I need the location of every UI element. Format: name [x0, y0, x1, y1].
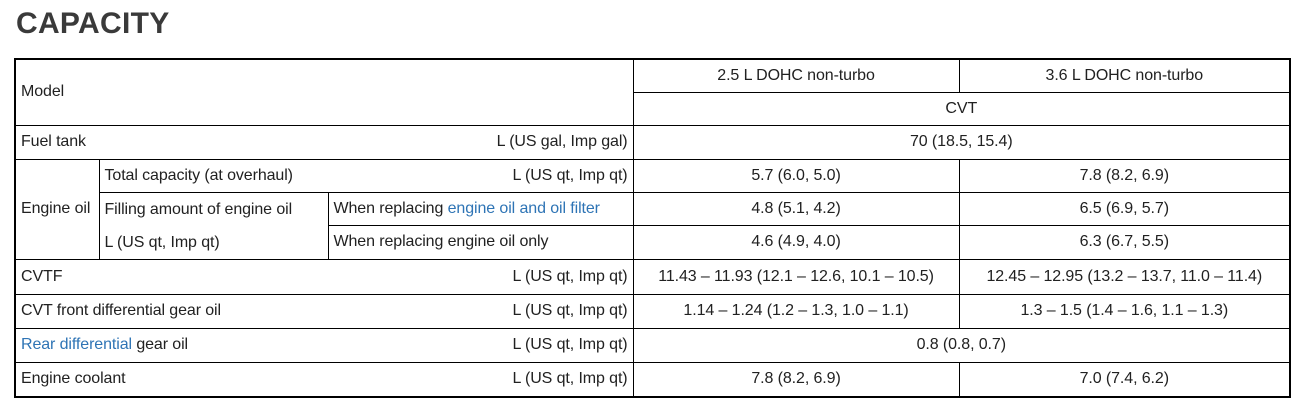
total-capacity-label-cell: L (US qt, Imp qt) Total capacity (at ove…: [98, 158, 634, 193]
fuel-tank-label: Fuel tank: [21, 133, 86, 150]
cvt-front-diff-value-36-cell: 1.3 – 1.5 (1.4 – 1.6, 1.1 – 1.3): [958, 293, 1291, 329]
engine-coolant-row: L (US qt, Imp qt) Engine coolant 7.8 (8.…: [14, 361, 1291, 398]
replace-oil-only-value-36-cell: 6.3 (6.7, 5.5): [958, 225, 1291, 260]
replace-oil-only-label-cell: When replacing engine oil only: [327, 225, 634, 260]
cvt-front-diff-unit: L (US qt, Imp qt): [512, 302, 628, 319]
header-row-engines: Model 2.5 L DOHC non-turbo 3.6 L DOHC no…: [14, 58, 1291, 126]
capacity-table: Model 2.5 L DOHC non-turbo 3.6 L DOHC no…: [14, 58, 1292, 398]
cvtf-value-36-cell: 12.45 – 12.95 (13.2 – 13.7, 11.0 – 11.4): [958, 258, 1291, 295]
total-capacity-unit: L (US qt, Imp qt): [512, 166, 628, 184]
replace-filter-prefix: When replacing: [333, 199, 448, 217]
fuel-tank-value-cell: 70 (18.5, 15.4): [632, 124, 1291, 160]
cvtf-label-cell: L (US qt, Imp qt) CVTF: [14, 258, 634, 295]
replace-oil-only-row: When replacing engine oil only 4.6 (4.9,…: [15, 225, 1291, 260]
engine-coolant-label-cell: L (US qt, Imp qt) Engine coolant: [14, 361, 634, 398]
engine-coolant-label: Engine coolant: [21, 370, 126, 388]
engine-oil-group-cell: Engine oil: [14, 158, 100, 260]
engine-36-header-cell: 3.6 L DOHC non-turbo: [958, 58, 1291, 93]
transmission-header-cell: CVT: [632, 91, 1291, 126]
filling-amount-label-cell: Filling amount of engine oil L (US qt, I…: [98, 191, 329, 260]
cvt-front-diff-row: L (US qt, Imp qt) CVT front differential…: [14, 293, 1291, 329]
engine-oil-total-capacity-row: Engine oil L (US qt, Imp qt) Total capac…: [14, 158, 1291, 260]
replace-oil-only-value-25-cell: 4.6 (4.9, 4.0): [632, 225, 960, 260]
engine-coolant-value-36-cell: 7.0 (7.4, 6.2): [958, 361, 1291, 398]
engine-coolant-unit: L (US qt, Imp qt): [512, 370, 628, 388]
rear-diff-label-rest: gear oil: [131, 336, 188, 353]
model-header-cell: Model: [14, 58, 634, 126]
rear-diff-value-cell: 0.8 (0.8, 0.7): [632, 327, 1291, 363]
total-capacity-value-36-cell: 7.8 (8.2, 6.9): [958, 158, 1291, 193]
cvtf-value-25-cell: 11.43 – 11.93 (12.1 – 12.6, 10.1 – 10.5): [632, 258, 960, 295]
replace-filter-label-cell: When replacing engine oil and oil filter: [327, 191, 634, 226]
page-title: CAPACITY: [16, 7, 170, 40]
cvt-front-diff-label-cell: L (US qt, Imp qt) CVT front differential…: [14, 293, 634, 329]
rear-differential-link[interactable]: Rear differential: [21, 336, 132, 353]
cvt-front-diff-label: CVT front differential gear oil: [21, 302, 221, 319]
rear-diff-unit: L (US qt, Imp qt): [512, 336, 628, 353]
total-capacity-value-25-cell: 5.7 (6.0, 5.0): [632, 158, 960, 193]
engine-25-header-cell: 2.5 L DOHC non-turbo: [632, 58, 960, 93]
cvtf-unit: L (US qt, Imp qt): [512, 267, 628, 285]
engine-coolant-value-25-cell: 7.8 (8.2, 6.9): [632, 361, 960, 398]
fuel-tank-row: L (US gal, Imp gal) Fuel tank 70 (18.5, …: [14, 124, 1291, 160]
cvtf-row: L (US qt, Imp qt) CVTF 11.43 – 11.93 (12…: [14, 258, 1291, 295]
fuel-tank-label-cell: L (US gal, Imp gal) Fuel tank: [14, 124, 634, 160]
total-capacity-label: Total capacity (at overhaul): [104, 166, 294, 184]
filling-amount-label-line2: L (US qt, Imp qt): [104, 233, 220, 251]
replace-filter-value-25-cell: 4.8 (5.1, 4.2): [632, 191, 960, 226]
engine-oil-and-oil-filter-link[interactable]: engine oil and oil filter: [447, 199, 600, 217]
cvtf-label: CVTF: [21, 267, 63, 285]
rear-diff-row: L (US qt, Imp qt) Rear differential gear…: [14, 327, 1291, 363]
rear-diff-label-cell: L (US qt, Imp qt) Rear differential gear…: [14, 327, 634, 363]
replace-filter-row: Filling amount of engine oil L (US qt, I…: [15, 191, 1291, 260]
fuel-tank-unit: L (US gal, Imp gal): [496, 133, 628, 150]
cvt-front-diff-value-25-cell: 1.14 – 1.24 (1.2 – 1.3, 1.0 – 1.1): [632, 293, 960, 329]
filling-amount-label-line1: Filling amount of engine oil: [104, 200, 293, 218]
replace-filter-value-36-cell: 6.5 (6.9, 5.7): [958, 191, 1291, 226]
